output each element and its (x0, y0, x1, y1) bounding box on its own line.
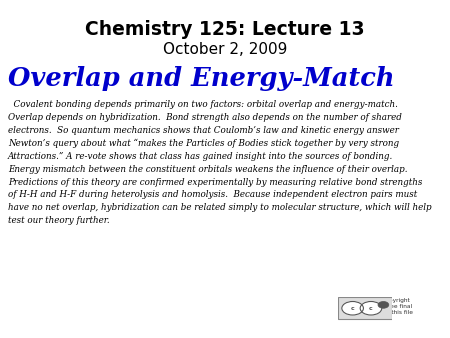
Circle shape (378, 301, 389, 308)
FancyBboxPatch shape (338, 297, 392, 319)
Text: c: c (351, 306, 355, 311)
Text: Overlap and Energy-Match: Overlap and Energy-Match (8, 66, 395, 91)
Text: c: c (369, 306, 373, 311)
Text: Covalent bonding depends primarily on two factors: orbital overlap and energy-ma: Covalent bonding depends primarily on tw… (8, 100, 432, 225)
Text: October 2, 2009: October 2, 2009 (163, 42, 287, 57)
Text: Chemistry 125: Lecture 13: Chemistry 125: Lecture 13 (85, 20, 365, 39)
Text: For copyright
notice see final
page of this file: For copyright notice see final page of t… (367, 298, 413, 315)
Circle shape (342, 301, 364, 315)
Circle shape (360, 301, 382, 315)
